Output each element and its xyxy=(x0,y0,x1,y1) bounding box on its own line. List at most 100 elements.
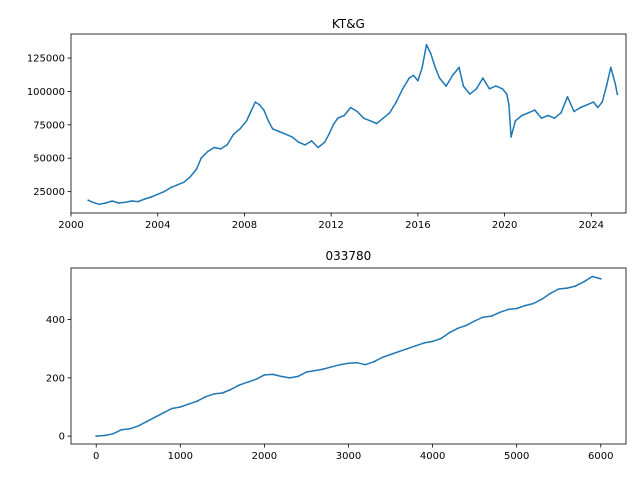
data-point xyxy=(469,93,471,95)
data-point xyxy=(401,88,404,90)
data-point xyxy=(232,133,235,135)
data-point xyxy=(112,433,114,435)
data-point xyxy=(176,184,178,186)
data-point xyxy=(103,434,106,437)
data-point xyxy=(566,287,568,289)
data-point xyxy=(263,374,266,376)
data-point xyxy=(328,133,330,135)
data-point xyxy=(196,400,198,403)
x-tick-label: 2004 xyxy=(145,220,170,231)
x-tick-label: 3000 xyxy=(336,451,361,462)
data-point xyxy=(541,298,543,301)
data-point xyxy=(534,109,536,111)
data-point xyxy=(343,114,346,117)
y-tick-label: 75000 xyxy=(33,120,65,131)
data-point xyxy=(271,128,274,130)
data-point xyxy=(501,88,504,90)
data-point xyxy=(129,428,131,430)
data-point xyxy=(284,133,287,135)
data-point xyxy=(221,392,224,394)
data-point xyxy=(182,181,185,184)
x-tick-label: 2000 xyxy=(252,451,277,462)
data-point xyxy=(592,101,595,103)
chart-ktg: KT&G 2000 2004 2008 2012 2016 2020 2024 25000 50… xyxy=(27,17,627,231)
data-point xyxy=(591,275,594,278)
data-point xyxy=(540,117,543,119)
data-point xyxy=(547,114,549,117)
data-point xyxy=(601,101,603,103)
data-point xyxy=(204,396,207,398)
data-point xyxy=(145,420,148,423)
data-point xyxy=(573,110,575,113)
data-point xyxy=(310,140,313,142)
data-point xyxy=(189,176,191,178)
data-point xyxy=(372,361,375,363)
data-point xyxy=(213,146,215,149)
data-point xyxy=(150,196,152,198)
data-point xyxy=(195,168,198,170)
data-point xyxy=(87,199,90,202)
data-point xyxy=(305,371,308,373)
data-point xyxy=(278,130,280,133)
data-point xyxy=(566,96,569,98)
data-point xyxy=(616,93,619,95)
plot-area: 0 1000 2000 3000 4000 5000 6000 0 200 400 xyxy=(46,267,627,462)
data-point xyxy=(510,136,512,138)
data-point xyxy=(339,363,341,366)
data-point xyxy=(124,201,126,204)
data-point xyxy=(462,85,465,87)
data-point xyxy=(448,331,451,334)
data-point xyxy=(91,201,94,204)
data-point xyxy=(600,278,602,280)
data-point xyxy=(382,117,385,119)
data-point xyxy=(280,375,283,378)
data-point xyxy=(263,109,265,111)
x-tick-label: 2012 xyxy=(318,220,343,231)
x-tick-label: 2000 xyxy=(58,220,83,231)
data-point xyxy=(297,141,300,143)
data-point xyxy=(171,407,173,410)
data-point xyxy=(388,112,391,114)
data-point xyxy=(445,85,447,87)
data-point xyxy=(482,77,484,79)
data-point xyxy=(475,88,478,90)
data-point xyxy=(95,435,97,437)
data-point xyxy=(120,428,123,431)
data-point xyxy=(430,53,432,55)
data-point xyxy=(597,106,599,109)
data-point xyxy=(423,342,426,344)
data-point xyxy=(406,347,409,350)
data-point xyxy=(431,340,434,343)
x-tick-label: 1000 xyxy=(168,451,193,462)
data-point xyxy=(515,307,518,310)
axes-frame xyxy=(70,33,627,214)
x-tick-label: 6000 xyxy=(588,451,613,462)
data-point xyxy=(408,77,411,79)
data-point xyxy=(524,304,526,307)
data-point xyxy=(162,412,165,414)
data-point xyxy=(508,104,510,106)
data-point xyxy=(169,186,172,189)
data-point xyxy=(322,368,325,370)
x-tick-label: 5000 xyxy=(504,451,529,462)
data-point xyxy=(457,327,459,330)
data-point xyxy=(163,190,165,193)
data-point xyxy=(137,425,140,427)
chart-title: KT&G xyxy=(332,17,365,31)
data-point xyxy=(250,110,252,113)
data-point xyxy=(495,85,497,87)
data-point xyxy=(369,120,372,122)
data-point xyxy=(375,122,378,125)
data-point xyxy=(356,110,359,113)
data-point xyxy=(465,324,468,327)
data-point xyxy=(336,117,339,119)
data-point xyxy=(574,285,577,287)
data-point xyxy=(605,85,608,87)
x-tick-label: 2016 xyxy=(405,220,430,231)
y-tick-label: 125000 xyxy=(27,54,65,65)
data-point xyxy=(488,88,491,90)
data-point xyxy=(323,141,326,143)
data-point xyxy=(314,369,316,372)
data-point xyxy=(614,82,616,85)
